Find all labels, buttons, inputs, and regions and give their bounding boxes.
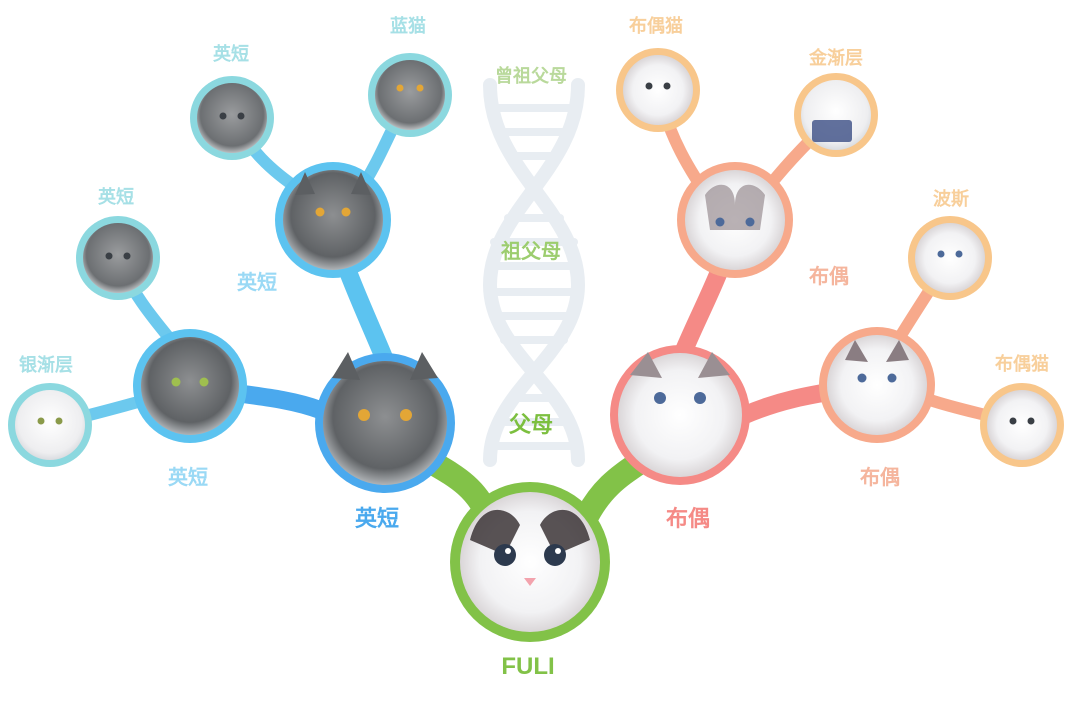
mother-lr-grandparent-label: 金渐层 bbox=[808, 47, 863, 68]
node-mother-left-parent[interactable] bbox=[677, 162, 793, 278]
mother-left-parent-label: 布偶 bbox=[809, 264, 849, 288]
node-father-rr-grandparent[interactable] bbox=[368, 53, 452, 137]
dna-helix-icon bbox=[482, 78, 586, 467]
british-kitten-photo bbox=[83, 223, 153, 293]
node-mother-lr-grandparent[interactable] bbox=[794, 73, 878, 157]
node-father[interactable] bbox=[315, 352, 455, 493]
father-label: 英短 bbox=[355, 506, 399, 531]
node-father-lr-grandparent[interactable] bbox=[76, 216, 160, 300]
parents-label: 父母 bbox=[509, 412, 553, 437]
father-rr-grandparent-label: 蓝猫 bbox=[390, 15, 426, 36]
node-mother-ll-grandparent[interactable] bbox=[616, 48, 700, 132]
british-shorthair-photo bbox=[283, 170, 383, 270]
mother-rr-grandparent-label: 布偶猫 bbox=[995, 353, 1049, 374]
great-grandparents-label: 曾祖父母 bbox=[495, 65, 567, 86]
father-lr-grandparent-label: 英短 bbox=[97, 186, 134, 207]
node-root[interactable] bbox=[450, 482, 610, 642]
ragdoll-kitten-face-photo bbox=[460, 492, 600, 632]
node-mother-right-parent[interactable] bbox=[819, 327, 935, 443]
father-ll-grandparent-label: 银渐层 bbox=[19, 354, 73, 375]
node-mother[interactable] bbox=[610, 345, 750, 485]
father-left-parent-label: 英短 bbox=[168, 465, 208, 489]
mother-ll-grandparent-label: 布偶猫 bbox=[629, 15, 683, 36]
node-father-right-parent[interactable] bbox=[275, 162, 391, 278]
father-right-parent-label: 英短 bbox=[237, 270, 277, 294]
persian-cat-photo bbox=[915, 223, 985, 293]
root-label: FULI bbox=[501, 653, 554, 680]
british-shorthair-photo bbox=[323, 361, 447, 485]
node-father-rl-grandparent[interactable] bbox=[190, 76, 274, 160]
node-mother-rl-grandparent[interactable] bbox=[908, 216, 992, 300]
grandparents-label: 祖父母 bbox=[500, 239, 561, 263]
mother-rl-grandparent-label: 波斯 bbox=[933, 188, 969, 209]
ragdoll-kitten-photo bbox=[623, 55, 693, 125]
father-rl-grandparent-label: 英短 bbox=[212, 43, 249, 64]
node-father-ll-grandparent[interactable] bbox=[8, 383, 92, 467]
node-mother-rr-grandparent[interactable] bbox=[980, 383, 1064, 467]
silver-shaded-cat-photo bbox=[15, 390, 85, 460]
mother-label: 布偶 bbox=[666, 506, 710, 531]
node-father-left-parent[interactable] bbox=[133, 329, 247, 443]
british-kitten-photo bbox=[197, 83, 267, 153]
ragdoll-cat-photo bbox=[827, 335, 927, 435]
blue-cat-photo bbox=[375, 60, 445, 130]
ragdoll-kitten-photo bbox=[987, 390, 1057, 460]
ragdoll-cat-photo bbox=[618, 353, 742, 477]
mother-right-parent-label: 布偶 bbox=[860, 465, 900, 489]
british-shorthair-photo bbox=[141, 337, 239, 435]
